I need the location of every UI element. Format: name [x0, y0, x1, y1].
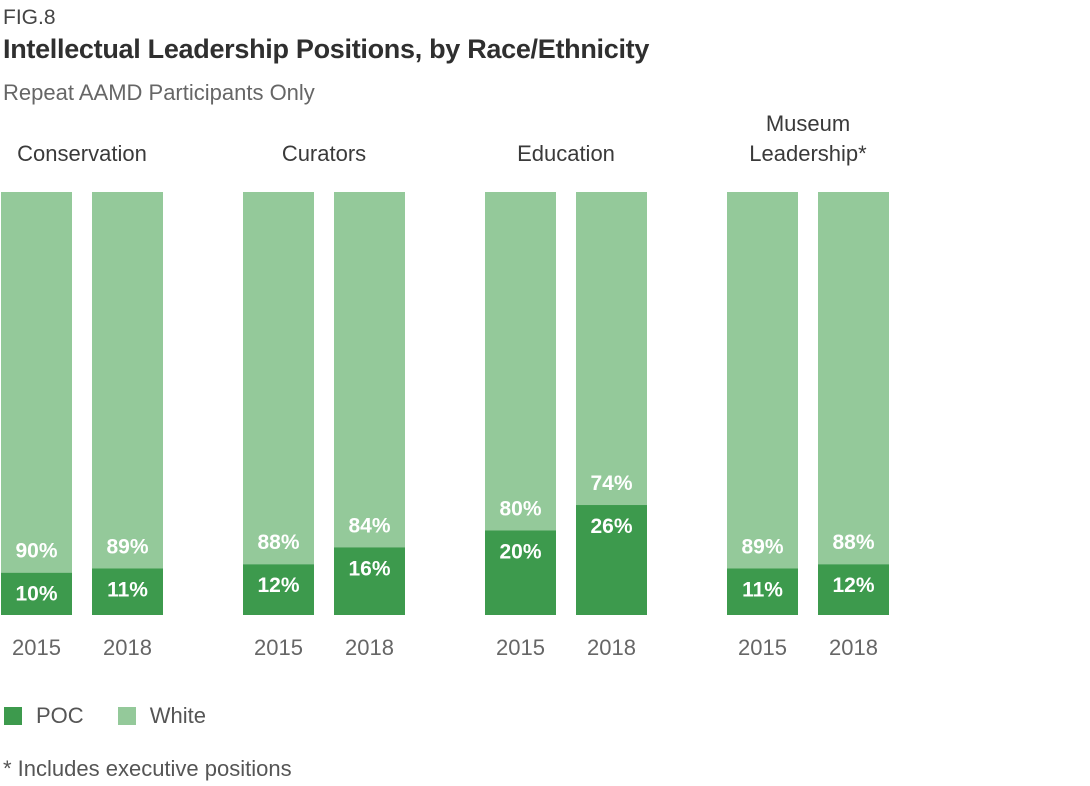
chart-title: Intellectual Leadership Positions, by Ra…	[3, 34, 650, 64]
data-label-white: 80%	[499, 497, 541, 520]
bar-segment-poc	[818, 564, 889, 615]
data-label-poc: 16%	[348, 557, 390, 580]
bar-segment-poc	[92, 568, 163, 615]
data-label-poc: 11%	[107, 578, 148, 601]
bar-segment-white	[334, 192, 405, 548]
group-label: Education	[517, 141, 615, 166]
bar-segment-white	[92, 192, 163, 569]
bar-segment-white	[485, 192, 556, 531]
x-tick-label: 2015	[738, 635, 787, 660]
bar-segment-poc	[576, 505, 647, 615]
legend: POC White	[4, 703, 240, 729]
data-label-white: 84%	[348, 514, 390, 537]
x-tick-label: 2015	[254, 635, 303, 660]
data-label-white: 88%	[832, 531, 874, 554]
chart-subtitle: Repeat AAMD Participants Only	[3, 80, 315, 105]
group-label: Conservation	[17, 141, 147, 166]
x-tick-label: 2018	[829, 635, 878, 660]
data-label-poc: 11%	[742, 578, 783, 601]
data-label-poc: 12%	[832, 574, 874, 597]
bar-segment-white	[818, 192, 889, 565]
bar-segment-white	[727, 192, 798, 569]
figure-label: FIG.8	[3, 6, 56, 29]
data-label-poc: 20%	[499, 540, 541, 563]
bar-segment-poc	[727, 568, 798, 615]
x-tick-label: 2018	[103, 635, 152, 660]
legend-item-poc: POC	[4, 703, 84, 729]
data-label-poc: 12%	[257, 574, 299, 597]
data-label-poc: 26%	[590, 515, 632, 538]
data-label-poc: 10%	[15, 583, 57, 606]
data-label-white: 90%	[15, 540, 57, 563]
data-label-white: 88%	[257, 531, 299, 554]
x-tick-label: 2018	[587, 635, 636, 660]
bar-segment-white	[576, 192, 647, 506]
group-label: Curators	[282, 141, 366, 166]
x-tick-label: 2015	[12, 635, 61, 660]
bar-segment-poc	[334, 547, 405, 615]
legend-label-poc: POC	[36, 703, 84, 728]
group-label: Museum	[766, 111, 850, 136]
bar-segment-poc	[243, 564, 314, 615]
bar-segment-white	[1, 192, 72, 573]
legend-swatch-poc	[4, 707, 22, 725]
bar-segment-poc	[485, 530, 556, 615]
data-label-white: 74%	[590, 472, 632, 495]
group-label: Leadership*	[749, 141, 867, 166]
legend-swatch-white	[117, 707, 136, 725]
footnote: * Includes executive positions	[3, 756, 292, 781]
data-label-white: 89%	[741, 535, 783, 558]
legend-item-white: White	[117, 703, 206, 729]
x-tick-label: 2018	[345, 635, 394, 660]
stacked-bar-chart: Conservation 90% 10% 2015 89% 11% 2018 Curators…	[1, 111, 889, 660]
x-tick-label: 2015	[496, 635, 545, 660]
bar-segment-white	[243, 192, 314, 565]
legend-label-white: White	[149, 703, 206, 728]
data-label-white: 89%	[106, 535, 148, 558]
bar-segment-poc	[1, 572, 72, 615]
